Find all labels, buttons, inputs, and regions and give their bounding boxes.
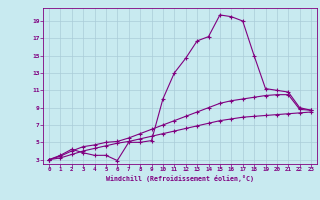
X-axis label: Windchill (Refroidissement éolien,°C): Windchill (Refroidissement éolien,°C) bbox=[106, 175, 254, 182]
